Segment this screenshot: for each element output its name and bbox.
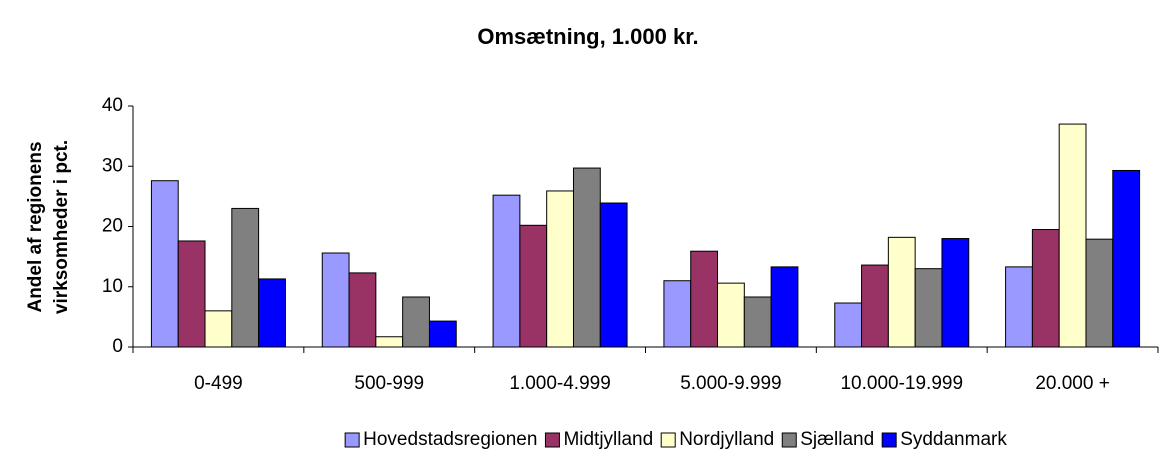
legend-swatch (544, 432, 560, 448)
bar (546, 190, 574, 348)
x-tick-label: 0-499 (194, 373, 243, 394)
bar (717, 282, 745, 348)
bar (1031, 229, 1060, 348)
bar (258, 278, 286, 348)
legend-swatch (660, 432, 676, 448)
y-axis-label: Andel af regionens (25, 141, 46, 312)
bar (1112, 169, 1141, 348)
bar (150, 180, 179, 348)
bar (375, 336, 404, 348)
chart-title: Omsætning, 1.000 kr. (477, 24, 698, 49)
bar (519, 224, 548, 348)
bar (743, 296, 772, 348)
bar (428, 320, 457, 348)
x-tick-label: 20.000 + (1035, 373, 1110, 394)
legend-label: Syddanmark (900, 429, 1007, 450)
legend-swatch (781, 432, 797, 448)
legend-label: Nordjylland (679, 429, 774, 450)
bar (941, 238, 970, 348)
bar (231, 207, 260, 348)
bar (321, 252, 350, 348)
x-tick-label: 10.000-19.999 (840, 373, 963, 394)
y-tick-label: 40 (102, 95, 123, 116)
bar (204, 310, 233, 348)
bar (861, 264, 889, 348)
bar (914, 268, 943, 348)
bar (1085, 238, 1114, 348)
bar (663, 280, 692, 348)
bar (572, 167, 601, 348)
bar (348, 272, 377, 348)
y-tick-label: 10 (102, 276, 123, 297)
bar (834, 302, 863, 348)
bar (770, 266, 799, 348)
legend-swatch (881, 432, 897, 448)
bar (887, 236, 916, 348)
y-tick-label: 20 (102, 216, 123, 237)
bar (177, 240, 206, 348)
bar (599, 202, 628, 348)
legend-label: Hovedstadsregionen (363, 429, 537, 450)
y-tick-label: 30 (102, 155, 123, 176)
legend-label: Sjælland (800, 429, 874, 450)
y-tick-label: 0 (112, 336, 123, 357)
bar (690, 250, 719, 348)
bar (1058, 123, 1087, 348)
legend-label: Midtjylland (563, 429, 653, 450)
x-tick-label: 5.000-9.999 (680, 373, 781, 394)
legend-swatch (344, 432, 360, 448)
bar (492, 194, 521, 348)
bar (402, 296, 430, 348)
bar (1005, 266, 1033, 348)
x-tick-label: 500-999 (354, 373, 424, 394)
x-tick-label: 1.000-4.999 (509, 373, 610, 394)
y-axis-label: virksomheder i pct. (51, 140, 72, 314)
